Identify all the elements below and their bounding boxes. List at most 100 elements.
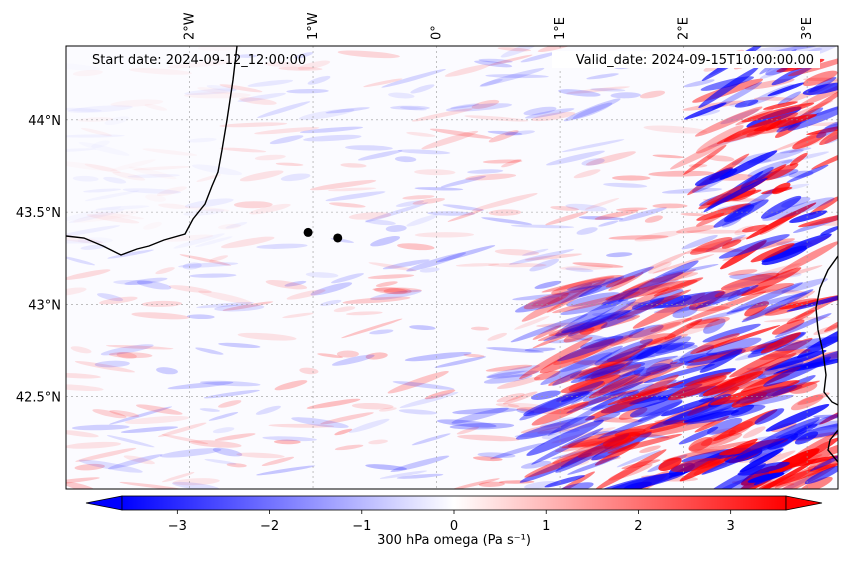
omega-band xyxy=(603,182,648,188)
omega-band xyxy=(531,111,576,122)
omega-band xyxy=(220,236,275,249)
colorbar-tick-label: −1 xyxy=(352,519,371,534)
omega-band xyxy=(98,296,138,305)
omega-band xyxy=(237,92,286,102)
omega-band xyxy=(520,460,552,469)
omega-band xyxy=(66,287,87,296)
omega-band xyxy=(298,108,355,120)
omega-band xyxy=(753,114,817,132)
omega-band xyxy=(333,306,356,313)
omega-band xyxy=(449,422,515,430)
omega-band xyxy=(786,309,816,324)
omega-band xyxy=(605,275,636,288)
omega-band xyxy=(269,135,304,145)
omega-band xyxy=(226,463,247,468)
omega-band xyxy=(436,245,496,263)
omega-band xyxy=(399,106,427,111)
lon-tick-label: 2°E xyxy=(677,17,692,40)
omega-band xyxy=(487,130,523,135)
omega-band xyxy=(186,314,215,320)
omega-band xyxy=(602,432,641,447)
omega-band xyxy=(113,279,153,285)
omega-band xyxy=(479,78,503,88)
omega-band xyxy=(406,131,436,137)
omega-band xyxy=(167,381,234,390)
omega-band xyxy=(141,300,183,307)
omega-band xyxy=(681,291,767,323)
lon-tick-label: 1°E xyxy=(553,17,568,40)
omega-band xyxy=(474,60,513,68)
omega-band xyxy=(536,322,595,328)
omega-band xyxy=(736,282,795,296)
omega-band xyxy=(585,151,636,166)
omega-band xyxy=(563,327,595,343)
omega-band xyxy=(648,170,715,177)
omega-band xyxy=(539,338,616,374)
omega-band xyxy=(66,372,101,379)
omega-band xyxy=(365,464,407,471)
omega-band xyxy=(105,344,174,350)
omega-band xyxy=(699,349,743,373)
omega-band xyxy=(696,212,725,227)
omega-band xyxy=(196,302,254,309)
omega-band xyxy=(771,182,791,195)
omega-band xyxy=(750,243,795,263)
omega-band xyxy=(639,333,676,345)
omega-band xyxy=(488,54,533,66)
omega-band xyxy=(278,66,323,71)
omega-band xyxy=(645,358,674,375)
omega-band xyxy=(737,461,790,476)
omega-band xyxy=(497,47,532,52)
omega-band xyxy=(127,173,181,178)
omega-band xyxy=(122,188,182,194)
omega-band xyxy=(544,475,585,488)
omega-band xyxy=(662,263,719,277)
omega-band xyxy=(546,150,605,166)
omega-band xyxy=(212,447,243,457)
omega-band xyxy=(610,362,685,393)
omega-band xyxy=(455,263,500,267)
omega-band xyxy=(199,380,261,387)
omega-band xyxy=(759,348,811,360)
omega-band xyxy=(629,398,683,418)
omega-band xyxy=(203,389,260,399)
omega-band xyxy=(445,103,513,112)
omega-band xyxy=(135,404,183,415)
omega-band xyxy=(131,312,190,320)
omega-band xyxy=(566,292,620,307)
omega-band xyxy=(762,471,824,489)
omega-band xyxy=(488,130,519,143)
omega-band xyxy=(594,338,653,366)
omega-band xyxy=(567,455,620,475)
omega-band xyxy=(706,417,743,435)
omega-band xyxy=(750,289,806,294)
omega-band xyxy=(591,432,652,461)
omega-band xyxy=(786,164,829,183)
omega-band xyxy=(543,310,630,342)
omega-band xyxy=(560,299,629,315)
omega-band xyxy=(284,280,307,287)
omega-band xyxy=(80,244,107,250)
omega-band xyxy=(569,334,608,341)
omega-band xyxy=(652,254,715,274)
omega-band xyxy=(504,130,535,136)
omega-band xyxy=(728,269,758,276)
omega-band xyxy=(641,279,679,291)
omega-band xyxy=(606,286,670,320)
omega-band xyxy=(414,169,456,176)
omega-band xyxy=(108,454,163,470)
omega-band xyxy=(720,272,780,291)
omega-band xyxy=(559,265,614,271)
omega-band xyxy=(66,225,121,238)
omega-band xyxy=(254,127,320,135)
omega-band xyxy=(179,254,232,266)
omega-band xyxy=(427,211,476,216)
omega-band xyxy=(66,384,104,392)
omega-band xyxy=(789,210,828,223)
omega-band xyxy=(109,406,173,425)
omega-band xyxy=(520,52,558,63)
omega-band xyxy=(501,159,522,168)
omega-band xyxy=(787,103,838,131)
omega-band xyxy=(741,267,802,296)
omega-band xyxy=(597,410,669,440)
